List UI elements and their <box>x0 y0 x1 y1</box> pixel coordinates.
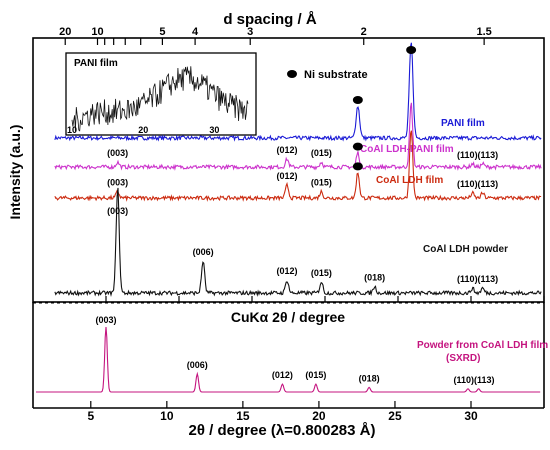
series-line-coal-ldh-pani-film <box>54 102 542 171</box>
inset-trace <box>71 66 249 132</box>
bottom-x-tick-label: 15 <box>236 409 250 423</box>
inset-tick-label: 10 <box>67 125 77 135</box>
chart-marks: 20 10 5 4 3 2 1.5 (003) (012) (015) (110)(113) (003… <box>36 26 545 423</box>
hkl-label: (018) <box>364 273 385 283</box>
series-label-pani-film: PANI film <box>441 118 485 129</box>
y-axis-label: Intensity (a.u.) <box>7 125 23 220</box>
top-axis-tick-label: 5 <box>159 26 165 38</box>
series-line-coal-ldh-powder <box>54 187 542 297</box>
hkl-label: (015) <box>311 148 332 158</box>
ni-substrate-legend-label: Ni substrate <box>304 69 368 81</box>
hkl-label: (110)(113) <box>457 179 498 189</box>
main-x-axis-label: CuKα 2θ / degree <box>231 309 345 325</box>
hkl-label: (012) <box>277 145 298 155</box>
hkl-label: (012) <box>277 171 298 181</box>
ni-substrate-marker <box>352 142 363 151</box>
top-axis-tick-label: 3 <box>247 26 253 38</box>
bottom-x-tick-label: 10 <box>160 409 174 423</box>
sxrd-hkl-label: (012) <box>272 370 293 380</box>
ni-substrate-marker <box>352 96 363 104</box>
inset-frame <box>65 52 257 136</box>
hkl-label: (012) <box>277 266 298 276</box>
bottom-x-axis-label: 2θ / degree (λ=0.800283 Å) <box>189 422 376 439</box>
series-label-sxrd-line1: Powder from CoAl LDH film <box>417 340 548 351</box>
bottom-x-tick-label: 20 <box>312 409 326 423</box>
hkl-label: (003) <box>107 178 128 188</box>
inset-tick-label: 20 <box>138 125 148 135</box>
inset-title: PANI film <box>74 58 118 69</box>
series-label-ldh-film: CoAl LDH film <box>376 175 443 186</box>
hkl-label: (006) <box>193 247 214 257</box>
series-line-pani-film <box>54 42 542 142</box>
main-plot-frame <box>32 37 545 303</box>
bottom-x-tick-label: 25 <box>388 409 402 423</box>
top-axis-tick-label: 4 <box>192 26 199 38</box>
series-label-ldh-powder: CoAl LDH powder <box>423 244 508 255</box>
ni-substrate-marker <box>352 162 363 171</box>
sxrd-hkl-label: (003) <box>95 315 116 325</box>
ni-substrate-marker <box>406 46 417 54</box>
inset-tick-label: 30 <box>209 125 219 135</box>
top-axis-tick-label: 20 <box>59 26 71 38</box>
sxrd-hkl-label: (006) <box>187 360 208 370</box>
hkl-label: (110)(113) <box>457 150 498 160</box>
series-label-sxrd-line2: (SXRD) <box>446 353 480 364</box>
bottom-x-tick-label: 30 <box>464 409 478 423</box>
sxrd-hkl-label: (018) <box>359 373 380 383</box>
top-axis-tick-label: 2 <box>361 26 367 38</box>
series-label-ldh-pani-film: CoAl LDH-PANI film <box>360 144 454 155</box>
sxrd-hkl-label: (015) <box>305 370 326 380</box>
top-axis-tick-label: 1.5 <box>476 26 491 38</box>
hkl-label: (110)(113) <box>457 274 498 284</box>
hkl-label: (015) <box>311 268 332 278</box>
ni-substrate-legend-marker <box>287 70 297 78</box>
hkl-label: (015) <box>311 178 332 188</box>
top-axis-label: d spacing / Å <box>223 11 317 28</box>
hkl-label: (003) <box>107 206 128 216</box>
series-line-coal-ldh-film <box>54 130 542 202</box>
top-axis-tick-label: 10 <box>91 26 103 38</box>
sxrd-hkl-label: (110)(113) <box>454 375 495 385</box>
sxrd-series-line <box>36 326 541 393</box>
hkl-label: (003) <box>107 148 128 158</box>
bottom-x-tick-label: 5 <box>87 409 94 423</box>
